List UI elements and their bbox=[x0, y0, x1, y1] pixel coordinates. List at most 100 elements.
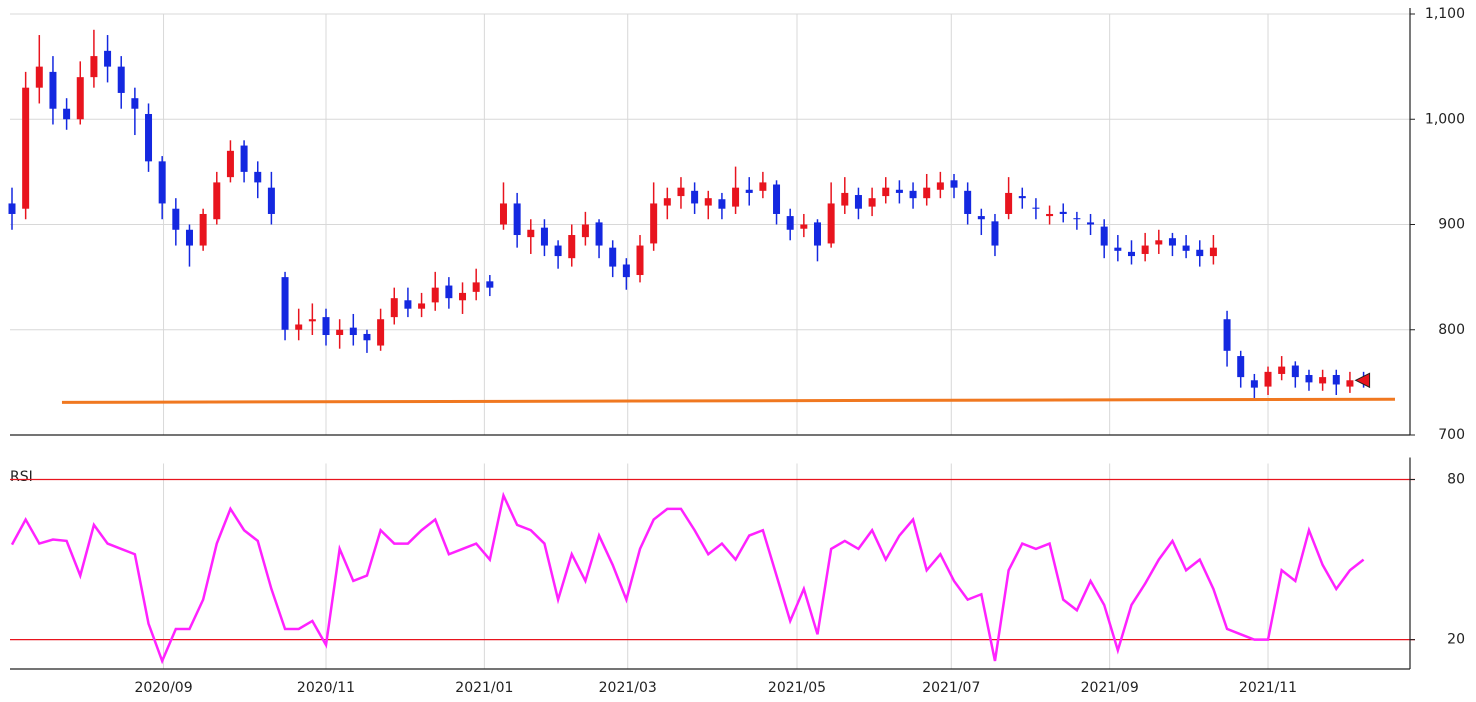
candle-body bbox=[622, 264, 630, 278]
candle-body bbox=[759, 182, 767, 191]
candle-body bbox=[1168, 238, 1176, 246]
candle-body bbox=[745, 189, 753, 193]
candle-body bbox=[786, 216, 794, 230]
candle-body bbox=[1182, 245, 1190, 251]
candle-body bbox=[568, 235, 576, 259]
candle-body bbox=[1100, 226, 1108, 246]
candle-body bbox=[336, 329, 344, 336]
candle-body bbox=[322, 317, 330, 336]
candle-body bbox=[281, 277, 289, 330]
y-tick-label: 1,100 bbox=[1425, 6, 1465, 22]
candle-body bbox=[35, 66, 43, 88]
candle-body bbox=[841, 192, 849, 206]
candle-body bbox=[895, 189, 903, 193]
candle-body bbox=[827, 203, 835, 244]
candle-body bbox=[868, 198, 876, 207]
candle-body bbox=[773, 184, 781, 214]
candle-body bbox=[609, 247, 617, 267]
candle-body bbox=[800, 224, 808, 229]
candle-body bbox=[1209, 247, 1217, 257]
y-tick-label: 800 bbox=[1438, 322, 1465, 338]
x-tick-label: 2021/07 bbox=[922, 680, 980, 696]
candle-body bbox=[431, 287, 439, 303]
candle-body bbox=[363, 333, 371, 341]
candle-body bbox=[1305, 375, 1313, 383]
candle-body bbox=[254, 171, 262, 183]
x-tick-label: 2021/11 bbox=[1239, 680, 1297, 696]
candle-body bbox=[1046, 213, 1054, 217]
candle-body bbox=[704, 198, 712, 206]
candle-body bbox=[90, 56, 98, 78]
candle-body bbox=[499, 203, 507, 225]
candle-body bbox=[63, 108, 71, 120]
candle-body bbox=[49, 71, 57, 109]
candle-body bbox=[158, 161, 166, 204]
candle-body bbox=[472, 282, 480, 292]
candle-body bbox=[854, 195, 862, 209]
candle-body bbox=[1250, 380, 1258, 388]
candle-body bbox=[923, 187, 931, 199]
x-tick-label: 2021/05 bbox=[768, 680, 826, 696]
candle-body bbox=[964, 190, 972, 214]
candle-body bbox=[117, 66, 125, 93]
candle-body bbox=[1127, 251, 1135, 257]
candle-body bbox=[377, 319, 385, 346]
candle-body bbox=[459, 292, 467, 301]
candle-body bbox=[950, 180, 958, 188]
candle-body bbox=[1141, 245, 1149, 254]
candle-body bbox=[22, 87, 30, 209]
x-tick-label: 2020/09 bbox=[134, 680, 192, 696]
candle-body bbox=[213, 182, 221, 220]
y-tick-label: 700 bbox=[1438, 427, 1465, 443]
candle-body bbox=[145, 113, 153, 162]
candle-body bbox=[1196, 249, 1204, 257]
x-tick-label: 2021/09 bbox=[1081, 680, 1139, 696]
candle-body bbox=[595, 222, 603, 246]
candle-body bbox=[636, 245, 644, 276]
candle-body bbox=[691, 190, 699, 204]
candle-body bbox=[1155, 240, 1163, 245]
x-tick-label: 2021/03 bbox=[599, 680, 657, 696]
candle-body bbox=[445, 285, 453, 299]
candle-body bbox=[677, 187, 685, 197]
candle-body bbox=[199, 213, 207, 246]
candle-body bbox=[1114, 247, 1122, 251]
candle-body bbox=[581, 224, 589, 238]
candle-body bbox=[1059, 211, 1067, 214]
candle-body bbox=[486, 281, 494, 288]
candle-body bbox=[418, 303, 426, 309]
candle-body bbox=[813, 222, 821, 246]
candle-body bbox=[650, 203, 658, 244]
y-tick-label: 20 bbox=[1447, 632, 1465, 648]
candle-body bbox=[718, 199, 726, 209]
candle-body bbox=[295, 324, 303, 330]
candle-body bbox=[1087, 222, 1095, 225]
candle-body bbox=[104, 50, 112, 67]
candle-body bbox=[308, 319, 316, 322]
candle-body bbox=[663, 198, 671, 206]
candle-body bbox=[404, 300, 412, 309]
candle-body bbox=[1278, 366, 1286, 374]
candle-body bbox=[732, 187, 740, 207]
candle-body bbox=[1223, 319, 1231, 351]
candle-body bbox=[1332, 375, 1340, 385]
trend-line bbox=[61, 397, 1395, 404]
candle-body bbox=[1018, 196, 1026, 199]
candle-body bbox=[1346, 380, 1354, 387]
x-tick-label: 2021/01 bbox=[455, 680, 513, 696]
candle-body bbox=[185, 229, 193, 246]
candle-body bbox=[349, 327, 357, 336]
x-tick-label: 2020/11 bbox=[297, 680, 355, 696]
candle-body bbox=[131, 98, 139, 109]
candle-body bbox=[1032, 207, 1040, 209]
candle-body bbox=[977, 216, 985, 220]
candle-body bbox=[1264, 371, 1272, 387]
candle-body bbox=[8, 203, 16, 214]
candle-body bbox=[882, 187, 890, 197]
candle-body bbox=[76, 77, 84, 120]
candle-body bbox=[226, 150, 234, 178]
y-tick-label: 1,000 bbox=[1425, 111, 1465, 127]
rsi-line bbox=[10, 491, 1365, 665]
candle-body bbox=[390, 298, 398, 318]
